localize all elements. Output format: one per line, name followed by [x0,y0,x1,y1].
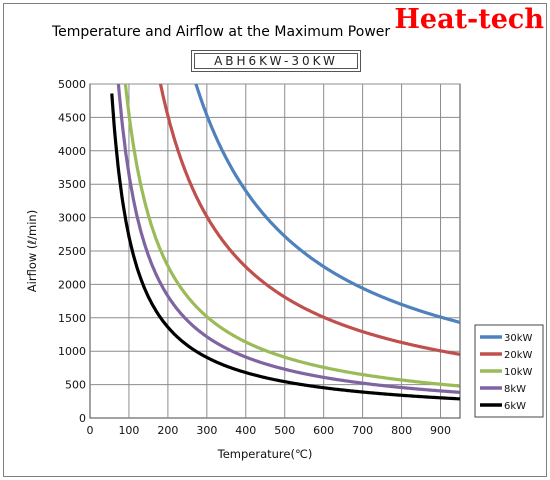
y-tick-label: 2000 [58,278,86,291]
y-tick-label: 3000 [58,212,86,225]
model-label: ABH6KW-30KW [194,53,358,69]
series-layer [110,83,461,401]
y-axis-label: Airflow (ℓ/min) [25,210,39,292]
series-line-6kW [110,93,461,401]
y-tick-label: 4000 [58,145,86,158]
legend-label-8kW: 8kW [504,384,526,395]
x-tick-label: 500 [274,424,295,437]
y-tick-label: 1000 [58,345,86,358]
grid [89,83,461,419]
x-tick-label: 700 [352,424,373,437]
y-tick-label: 4500 [58,111,86,124]
y-tick-label: 500 [65,379,86,392]
legend: 30kW 20kW 10kW 8kW 6kW [474,324,544,418]
y-tick-label: 1500 [58,312,86,325]
legend-label-20kW: 20kW [504,350,533,361]
x-tick-label: 800 [391,424,412,437]
legend-label-30kW: 30kW [504,333,533,344]
x-tick-label: 600 [313,424,334,437]
x-axis-label: Temperature(℃) [217,447,313,461]
x-tick-label: 300 [196,424,217,437]
y-tick-label: 5000 [58,78,86,91]
y-tick-label: 2500 [58,245,86,258]
series-line-8kW [116,83,461,394]
x-tick-label: 900 [430,424,451,437]
legend-label-10kW: 10kW [504,367,533,378]
x-tick-label: 0 [87,424,94,437]
brand-logo: Heat-tech [394,4,544,35]
legend-label-6kW: 6kW [504,401,526,412]
model-label-box: ABH6KW-30KW [191,50,361,72]
y-tick-label: 0 [79,412,86,425]
series-line-20kW [158,83,461,356]
x-tick-label: 200 [157,424,178,437]
series-line-10kW [123,83,461,388]
x-tick-label: 400 [235,424,256,437]
series-line-30kW [194,83,461,324]
chart-title: Temperature and Airflow at the Maximum P… [52,24,391,40]
y-tick-label: 3500 [58,178,86,191]
tick-labels: 0500100015002000250030003500400045005000… [58,78,451,437]
x-tick-label: 100 [118,424,139,437]
